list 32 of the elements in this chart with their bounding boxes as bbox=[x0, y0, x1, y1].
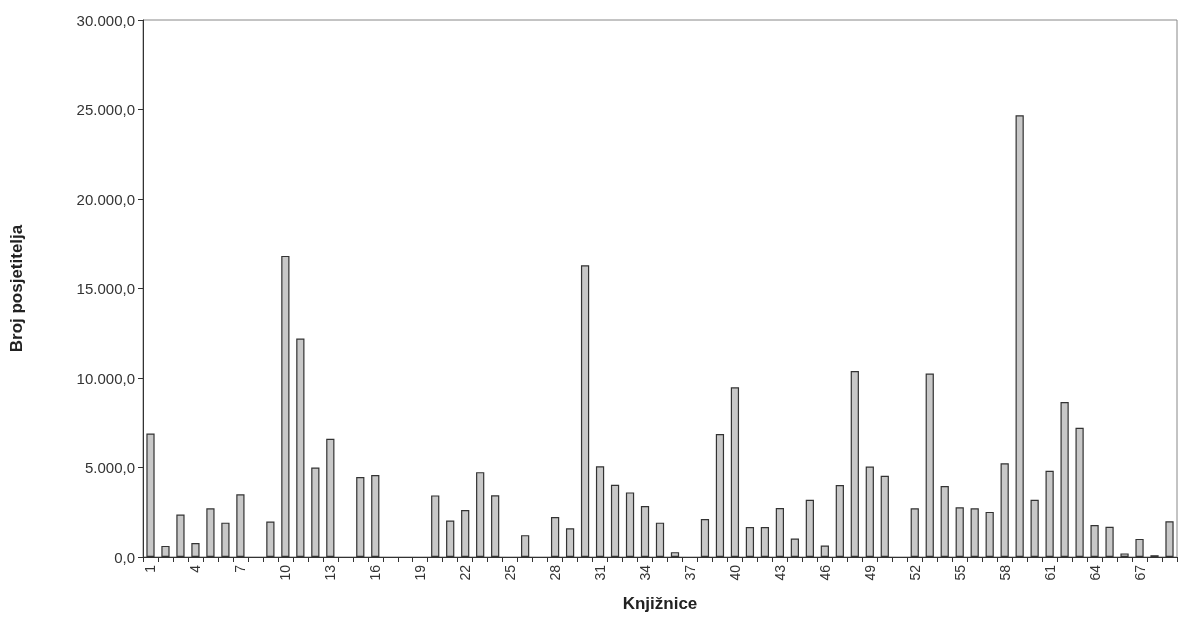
x-tick-label: 49 bbox=[861, 564, 878, 581]
x-tick-label: 34 bbox=[637, 564, 654, 581]
x-tick-label: 1 bbox=[142, 564, 159, 573]
x-tick-label: 46 bbox=[816, 564, 833, 581]
x-tick-label: 67 bbox=[1131, 564, 1148, 581]
x-tick-label: 31 bbox=[592, 564, 609, 581]
y-tick-label: 20.000,0 bbox=[76, 190, 135, 208]
x-tick-label: 10 bbox=[277, 564, 294, 581]
y-tick-label: 0,0 bbox=[114, 548, 135, 566]
y-axis-title: Broj posjetitelja bbox=[7, 224, 26, 353]
x-axis-title: Knjižnice bbox=[622, 594, 698, 613]
x-tick-label: 55 bbox=[951, 564, 968, 581]
x-tick-label: 64 bbox=[1086, 564, 1103, 581]
x-tick-label: 22 bbox=[457, 564, 474, 581]
x-tick-label: 4 bbox=[187, 564, 204, 573]
x-tick-label: 16 bbox=[367, 564, 384, 581]
x-tick-label: 61 bbox=[1041, 564, 1058, 581]
x-tick-label: 7 bbox=[232, 564, 249, 573]
y-tick-label: 10.000,0 bbox=[76, 369, 135, 387]
y-tick-label: 5.000,0 bbox=[84, 459, 135, 476]
x-tick-label: 37 bbox=[681, 564, 698, 581]
x-tick-label: 19 bbox=[412, 564, 429, 581]
x-tick-label: 13 bbox=[322, 564, 339, 581]
x-tick-label: 40 bbox=[726, 564, 743, 581]
x-tick-label: 52 bbox=[906, 564, 923, 581]
x-tick-label: 58 bbox=[996, 564, 1013, 581]
y-tick-label: 15.000,0 bbox=[76, 280, 135, 297]
x-tick-label: 28 bbox=[547, 564, 564, 581]
x-tick-label: 43 bbox=[771, 564, 788, 581]
x-tick-label: 25 bbox=[502, 564, 519, 581]
y-tick-label: 25.000,0 bbox=[76, 101, 135, 118]
y-tick-label: 30.000,0 bbox=[76, 11, 135, 29]
